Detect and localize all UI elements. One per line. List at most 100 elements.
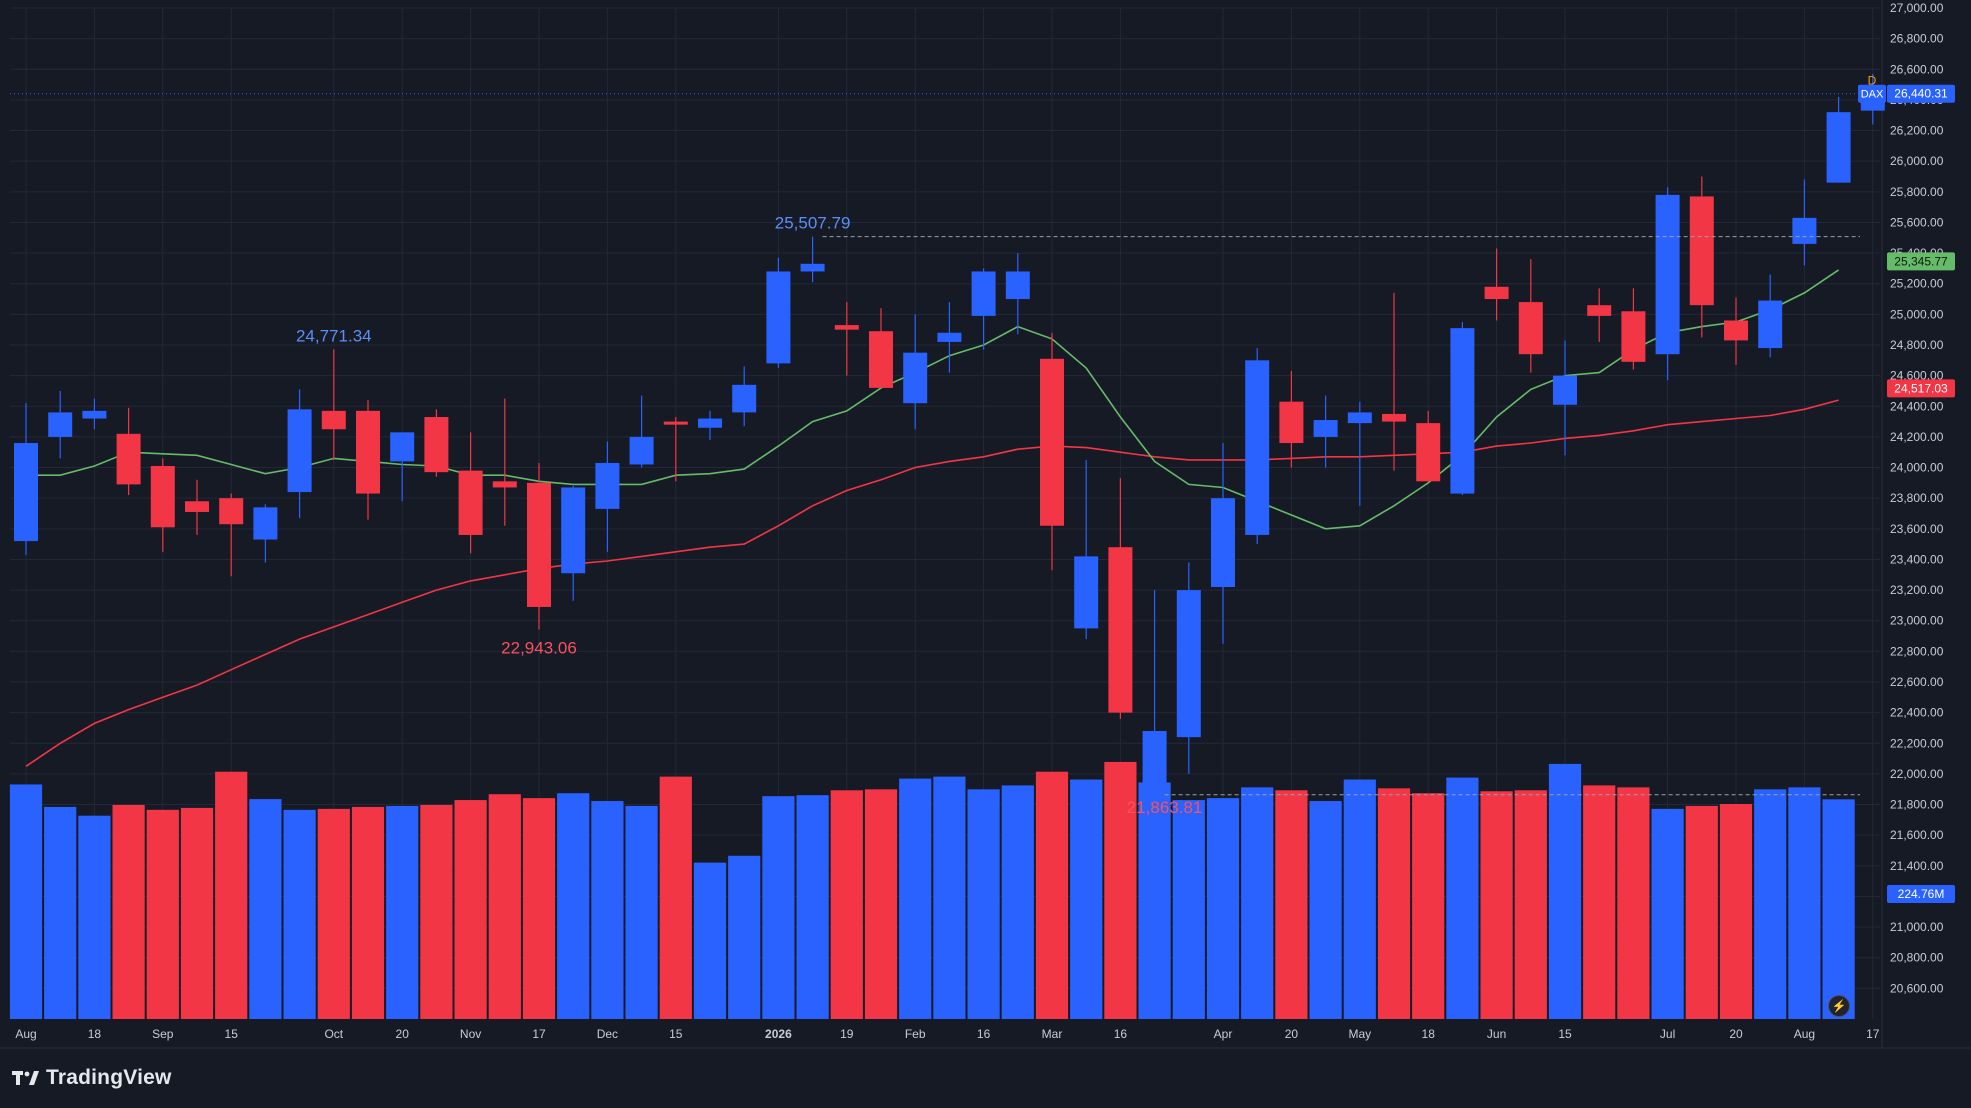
time-tick-label: 18 xyxy=(1422,1027,1436,1041)
volume-bar xyxy=(728,855,761,1019)
swing-low-label: 22,943.06 xyxy=(501,638,577,657)
volume-bar xyxy=(1104,761,1137,1019)
candle-body xyxy=(1587,305,1612,316)
volume-bar xyxy=(1001,785,1034,1019)
candle-body xyxy=(698,418,722,428)
volume-badge-bg xyxy=(1887,885,1955,903)
candle-body xyxy=(1416,423,1441,482)
price-tick-label: 26,200.00 xyxy=(1890,124,1944,138)
time-tick-label: Jul xyxy=(1660,1027,1675,1041)
price-tick-label: 21,000.00 xyxy=(1890,920,1944,934)
candle-body xyxy=(527,482,551,607)
volume-bar xyxy=(591,801,624,1019)
candle-body xyxy=(253,507,278,540)
candle-body xyxy=(1518,302,1543,355)
candle-body xyxy=(1655,194,1680,355)
volume-bar xyxy=(454,800,487,1019)
price-tick-label: 24,000.00 xyxy=(1890,461,1944,475)
swing-high-label: 24,771.34 xyxy=(296,326,372,345)
time-tick-label: 17 xyxy=(1866,1027,1880,1041)
candle-body xyxy=(1450,328,1475,494)
candle-body xyxy=(1074,556,1099,629)
volume-bar xyxy=(351,806,385,1019)
time-tick-label: 15 xyxy=(1558,1027,1572,1041)
price-tick-label: 21,600.00 xyxy=(1890,828,1944,842)
volume-bar xyxy=(557,793,590,1019)
time-tick-label: 15 xyxy=(669,1027,683,1041)
price-tick-label: 22,400.00 xyxy=(1890,706,1944,720)
candle-body xyxy=(595,462,620,509)
price-axis[interactable]: 27,000.0026,800.0026,600.0026,400.0026,2… xyxy=(1858,1,1955,995)
price-tick-label: 22,600.00 xyxy=(1890,675,1944,689)
time-tick-label: 19 xyxy=(840,1027,854,1041)
time-tick-label: 20 xyxy=(396,1027,410,1041)
candle-body xyxy=(1211,498,1235,588)
last-price-badge: 26,440.31 xyxy=(1894,87,1948,101)
volume-bar xyxy=(317,808,350,1019)
price-tick-label: 25,800.00 xyxy=(1890,185,1944,199)
candle-body xyxy=(1040,358,1064,526)
candle-body xyxy=(732,384,757,413)
volume-bar xyxy=(1343,779,1376,1019)
price-tick-label: 24,600.00 xyxy=(1890,369,1944,383)
candle-body xyxy=(1176,590,1201,738)
volume-bar xyxy=(112,804,145,1019)
price-tick-label: 21,800.00 xyxy=(1890,798,1944,812)
time-tick-label: Jun xyxy=(1487,1027,1506,1041)
candle-body xyxy=(1484,286,1509,300)
candle-body xyxy=(116,433,141,485)
volume-bar xyxy=(1651,808,1684,1019)
interval-marker: D xyxy=(1868,74,1877,88)
candle-body xyxy=(1108,547,1133,713)
candle-body xyxy=(356,410,380,494)
volume-bar xyxy=(1480,791,1513,1019)
price-tick-label: 22,800.00 xyxy=(1890,644,1944,658)
volume-bar xyxy=(1241,787,1274,1019)
volume-bar xyxy=(864,789,898,1019)
brand-footer: TradingView xyxy=(12,1063,172,1093)
brand-name: TradingView xyxy=(46,1066,172,1089)
volume-bar xyxy=(1514,790,1547,1019)
candle-body xyxy=(903,352,928,404)
volume-bar xyxy=(249,799,282,1019)
price-tick-label: 25,000.00 xyxy=(1890,307,1944,321)
volume-bar xyxy=(899,778,932,1019)
volume-bar xyxy=(283,809,316,1019)
time-tick-label: 16 xyxy=(1114,1027,1128,1041)
time-tick-label: 18 xyxy=(88,1027,102,1041)
volume-bar xyxy=(830,790,863,1019)
high-label: 25,507.79 xyxy=(775,214,851,233)
volume-bar xyxy=(146,809,179,1019)
lightning-bolt-icon[interactable]: ⚡ xyxy=(1828,995,1850,1017)
volume-bar xyxy=(1685,805,1718,1019)
time-tick-label: Mar xyxy=(1042,1027,1063,1041)
volume-bar xyxy=(1275,790,1308,1019)
price-tick-label: 22,200.00 xyxy=(1890,736,1944,750)
candle-body xyxy=(185,501,209,512)
price-tick-label: 25,600.00 xyxy=(1890,215,1944,229)
volume-bar xyxy=(1138,782,1171,1019)
volume-bar xyxy=(1309,801,1342,1019)
price-tick-label: 25,200.00 xyxy=(1890,277,1944,291)
volume-bar xyxy=(693,862,727,1019)
tradingview-logo-icon xyxy=(12,1070,40,1086)
ma-short-badge: 25,345.77 xyxy=(1894,254,1948,268)
candle-body xyxy=(458,470,483,535)
time-tick-label: Sep xyxy=(152,1027,174,1041)
candle-body xyxy=(287,409,312,493)
time-tick-label: 15 xyxy=(225,1027,239,1041)
candle-body xyxy=(869,331,893,388)
time-axis[interactable]: Aug 18 Sep 15 Oct 20 Nov 17 Dec 15 2026 19 Feb 16 Mar 1… xyxy=(15,1027,1879,1041)
volume-bar xyxy=(1206,798,1240,1019)
price-tick-label: 21,400.00 xyxy=(1890,859,1944,873)
candle-body xyxy=(1553,375,1577,405)
candle-body xyxy=(1382,413,1406,422)
price-tick-label: 20,800.00 xyxy=(1890,951,1944,965)
price-tick-label: 26,000.00 xyxy=(1890,154,1944,168)
volume-bar xyxy=(1583,785,1616,1019)
volume-bar xyxy=(44,806,77,1019)
time-tick-label: Dec xyxy=(597,1027,618,1041)
moving-averages xyxy=(25,269,1840,767)
candle-body xyxy=(48,412,73,437)
